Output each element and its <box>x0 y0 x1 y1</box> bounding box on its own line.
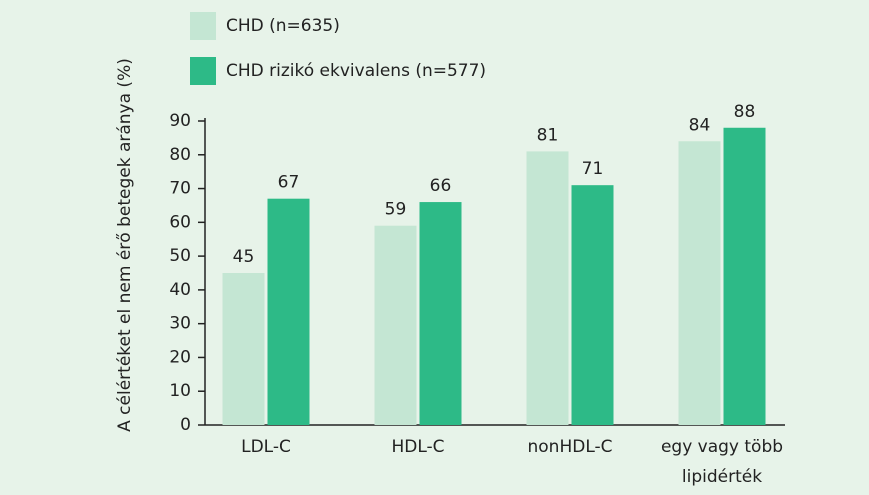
bar <box>267 198 310 425</box>
bar <box>419 202 462 425</box>
y-tick-label: 80 <box>169 145 191 165</box>
bar <box>222 273 265 425</box>
x-tick-label: egy vagy több lipidérték <box>661 437 783 487</box>
y-tick-label: 10 <box>169 381 191 401</box>
bar <box>678 141 721 425</box>
y-tick-label: 40 <box>169 280 191 300</box>
y-tick-label: 20 <box>169 347 191 367</box>
legend-swatch <box>190 57 216 85</box>
y-tick-label: 30 <box>169 314 191 334</box>
data-label: 84 <box>689 115 711 135</box>
y-tick-label: 0 <box>180 415 191 435</box>
y-tick-label: 70 <box>169 179 191 199</box>
bar <box>374 225 417 425</box>
legend-label: CHD (n=635) <box>226 16 340 36</box>
legend-swatch <box>190 12 216 40</box>
x-tick-label: nonHDL-C <box>528 437 613 457</box>
data-label: 67 <box>278 173 300 193</box>
data-label: 59 <box>385 200 407 220</box>
y-tick-label: 50 <box>169 246 191 266</box>
data-label: 71 <box>582 159 604 179</box>
bar <box>571 185 614 425</box>
data-label: 45 <box>233 247 255 267</box>
bar <box>723 127 766 425</box>
data-label: 66 <box>430 176 452 196</box>
bar <box>526 151 569 425</box>
y-axis-title: A célértéket el nem érő betegek aránya (… <box>115 58 135 432</box>
y-tick-label: 90 <box>169 111 191 131</box>
data-label: 81 <box>537 125 559 145</box>
y-tick-label: 60 <box>169 212 191 232</box>
data-label: 88 <box>734 102 756 122</box>
x-tick-label: HDL-C <box>391 437 444 457</box>
x-tick-label: LDL-C <box>241 437 291 457</box>
legend-label: CHD rizikó ekvivalens (n=577) <box>226 61 486 81</box>
